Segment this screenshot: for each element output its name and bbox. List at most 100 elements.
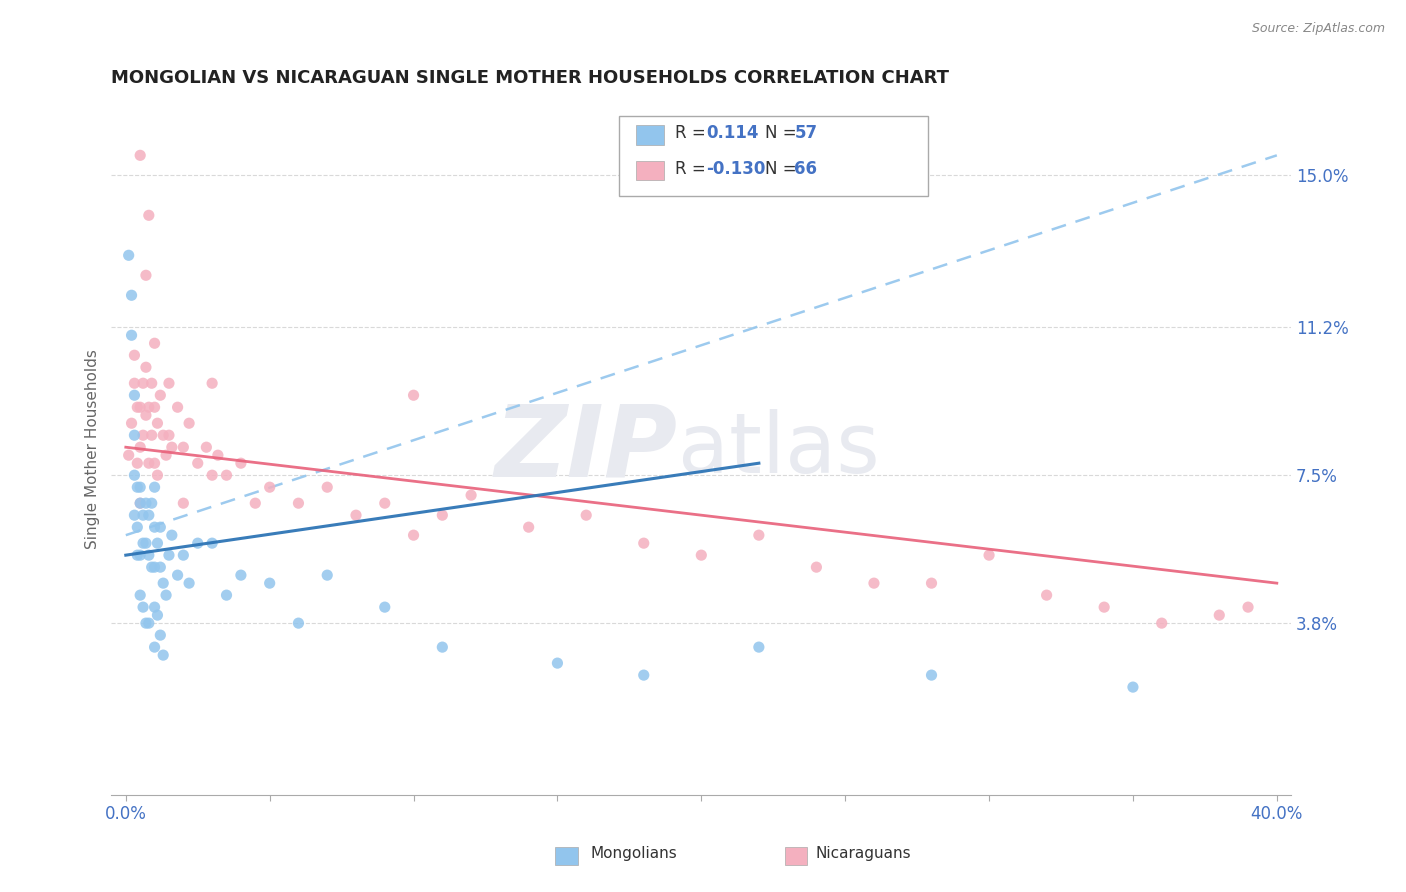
Point [517,520,540,534]
Point [166,401,188,415]
Text: MONGOLIAN VS NICARAGUAN SINGLE MOTHER HOUSEHOLDS CORRELATION CHART: MONGOLIAN VS NICARAGUAN SINGLE MOTHER HO… [111,69,949,87]
Point [121,288,143,302]
Point [690,548,713,562]
Point [201,536,224,550]
Point [546,656,568,670]
Point [748,528,770,542]
Y-axis label: Single Mother Households: Single Mother Households [86,350,100,549]
Point [160,440,183,454]
Point [201,376,224,391]
Point [316,480,339,494]
Text: Mongolians: Mongolians [591,847,678,861]
Point [748,640,770,654]
Point [187,456,209,470]
Point [201,468,224,483]
Point [143,640,166,654]
Point [143,456,166,470]
Point [127,548,149,562]
Point [155,448,177,462]
Point [129,548,152,562]
Point [1150,616,1173,631]
Point [129,496,152,510]
Point [132,376,155,391]
Point [141,428,163,442]
Point [177,576,200,591]
Point [149,388,172,402]
Point [160,528,183,542]
Point [152,576,174,591]
Point [135,360,157,375]
Point [135,408,157,422]
Point [177,416,200,430]
Point [127,520,149,534]
Point [149,520,172,534]
Text: Nicaraguans: Nicaraguans [815,847,911,861]
Point [146,608,169,623]
Point [143,401,166,415]
Point [402,388,425,402]
Point [127,456,149,470]
Text: Source: ZipAtlas.com: Source: ZipAtlas.com [1251,22,1385,36]
Point [135,616,157,631]
Point [633,536,655,550]
Point [1092,600,1115,615]
Point [259,576,281,591]
Point [229,568,252,582]
Point [143,336,166,351]
Point [143,480,166,494]
Point [1237,600,1260,615]
Point [195,440,218,454]
Point [124,388,146,402]
Point [1208,608,1230,623]
Point [207,448,229,462]
Point [172,496,194,510]
Point [921,576,943,591]
Point [124,376,146,391]
Point [344,508,367,523]
Point [575,508,598,523]
Point [129,401,152,415]
Point [259,480,281,494]
Point [129,480,152,494]
Point [138,508,160,523]
Text: -0.130: -0.130 [706,160,765,178]
Point [1035,588,1057,602]
Point [138,208,160,222]
Point [127,480,149,494]
Point [245,496,267,510]
Point [152,648,174,662]
Point [215,468,238,483]
Point [146,468,169,483]
Point [138,548,160,562]
Point [138,616,160,631]
Point [127,401,149,415]
Text: 0.114: 0.114 [706,124,758,142]
Text: N =: N = [765,124,801,142]
Point [146,536,169,550]
Point [402,528,425,542]
Point [806,560,828,574]
Point [143,560,166,574]
Point [129,148,152,162]
Point [146,416,169,430]
Point [157,376,180,391]
Point [118,248,141,262]
Point [132,508,155,523]
Point [138,456,160,470]
Text: N =: N = [765,160,801,178]
Point [132,428,155,442]
Point [124,428,146,442]
Point [1122,680,1144,694]
Point [460,488,482,502]
Point [863,576,886,591]
Point [921,668,943,682]
Text: 66: 66 [794,160,817,178]
Text: atlas: atlas [678,409,880,490]
Point [143,520,166,534]
Point [135,496,157,510]
Point [135,536,157,550]
Point [432,640,454,654]
Point [124,508,146,523]
Point [374,496,396,510]
Point [121,416,143,430]
